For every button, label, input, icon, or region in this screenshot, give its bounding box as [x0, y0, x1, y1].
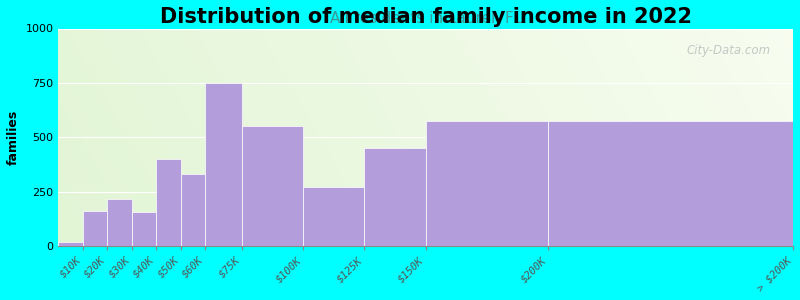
Bar [242, 126, 303, 246]
Bar [181, 174, 206, 246]
Y-axis label: families: families [7, 110, 20, 165]
Title: Distribution of median family income in 2022: Distribution of median family income in … [160, 7, 692, 27]
Bar [132, 212, 156, 246]
Text: City-Data.com: City-Data.com [687, 44, 771, 57]
Bar [83, 211, 107, 246]
Bar [107, 199, 132, 246]
Bar [548, 121, 793, 246]
Bar [365, 148, 426, 246]
Bar [58, 242, 83, 246]
Bar [303, 187, 365, 246]
Text: All residents in Laurel, FL: All residents in Laurel, FL [330, 11, 522, 26]
Bar [206, 83, 242, 246]
Bar [156, 159, 181, 246]
Bar [426, 121, 548, 246]
